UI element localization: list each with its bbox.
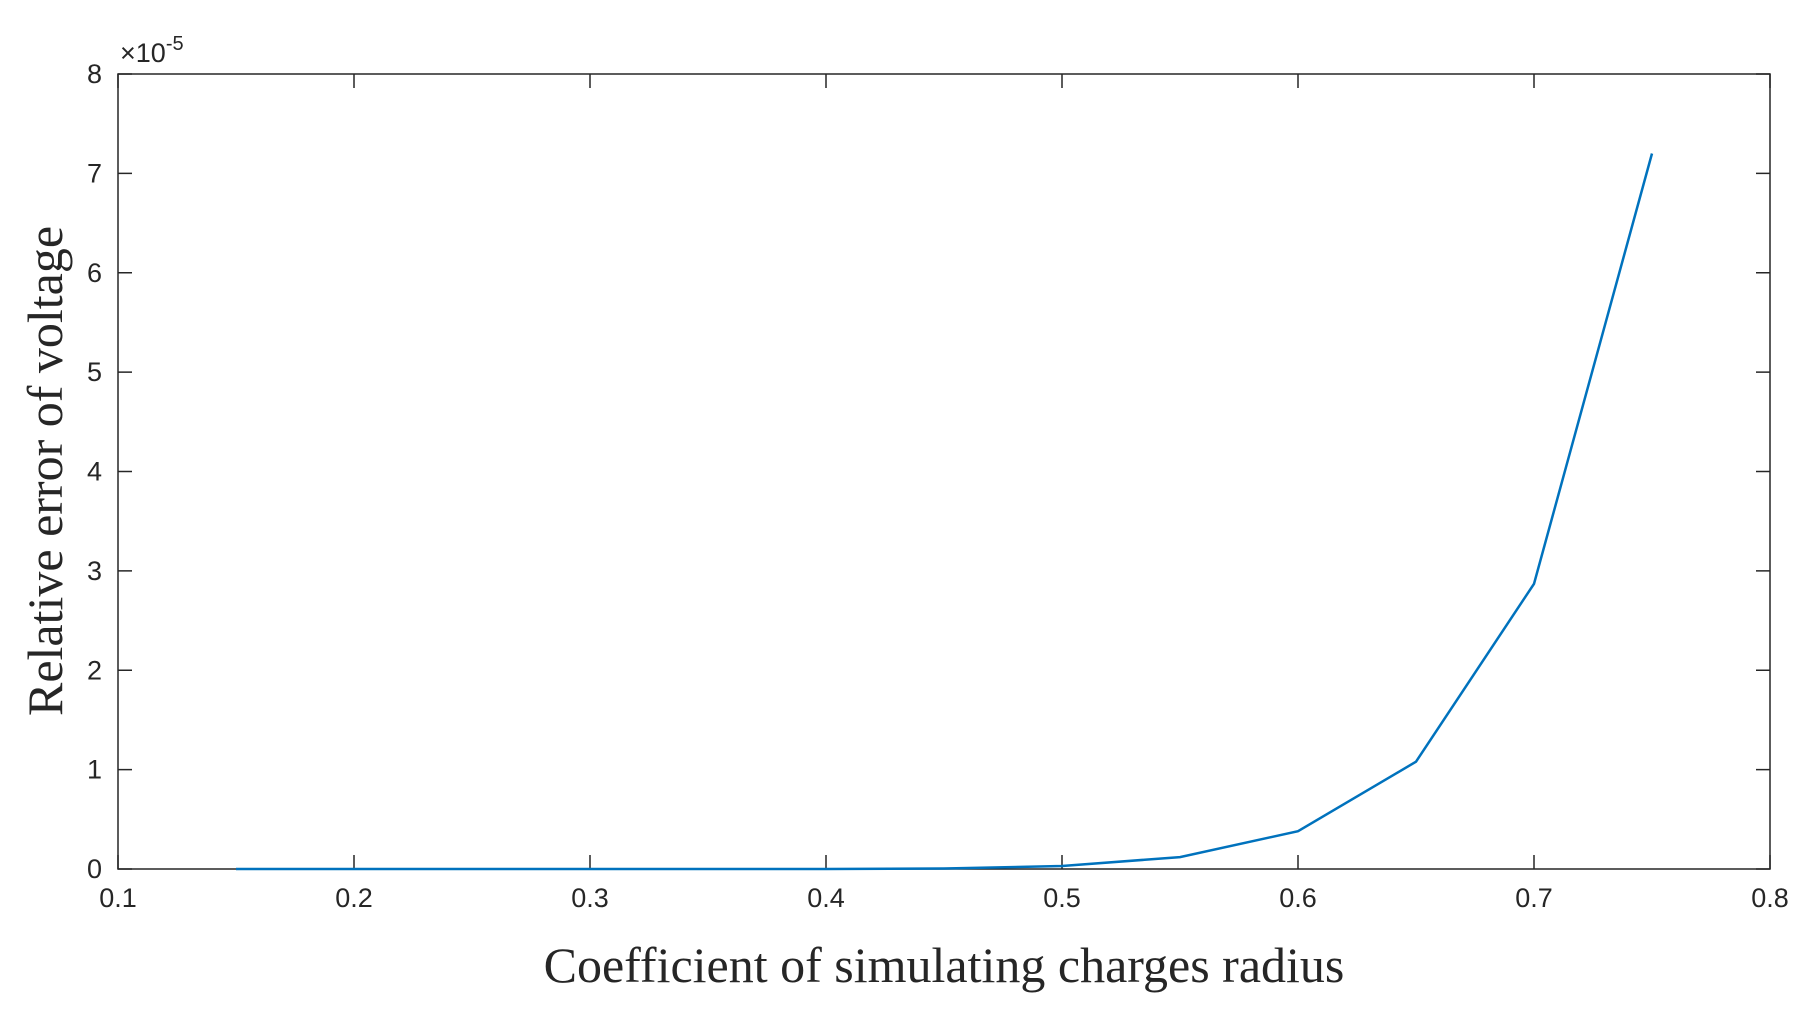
x-tick-label: 0.5 — [1043, 883, 1081, 913]
y-tick-label: 7 — [87, 158, 102, 188]
x-axis: 0.1 0.2 0.3 0.4 0.5 0.6 0.7 0.8 — [99, 74, 1789, 913]
y-tick-label: 4 — [87, 457, 102, 487]
y-tick-label: 5 — [87, 357, 102, 387]
x-tick-label: 0.1 — [99, 883, 137, 913]
y-tick-label: 0 — [87, 854, 102, 884]
y-tick-label: 1 — [87, 755, 102, 785]
y-tick-label: 2 — [87, 655, 102, 685]
x-tick-label: 0.2 — [335, 883, 373, 913]
y-tick-label: 8 — [87, 59, 102, 89]
y-axis: 0 1 2 3 4 5 6 7 8 — [87, 59, 1770, 884]
x-tick-label: 0.4 — [807, 883, 845, 913]
plot-area — [117, 73, 1771, 870]
y-tick-label: 3 — [87, 556, 102, 586]
y-multiplier: ×10-5 — [120, 33, 184, 68]
y-tick-label: 6 — [87, 258, 102, 288]
series-line — [236, 153, 1654, 871]
x-tick-label: 0.6 — [1279, 883, 1317, 913]
x-tick-label: 0.8 — [1751, 883, 1789, 913]
x-tick-label: 0.3 — [571, 883, 609, 913]
x-axis-title: Coefficient of simulating charges radius — [544, 937, 1345, 993]
y-axis-title: Relative error of voltage — [17, 226, 73, 716]
x-tick-label: 0.7 — [1515, 883, 1553, 913]
